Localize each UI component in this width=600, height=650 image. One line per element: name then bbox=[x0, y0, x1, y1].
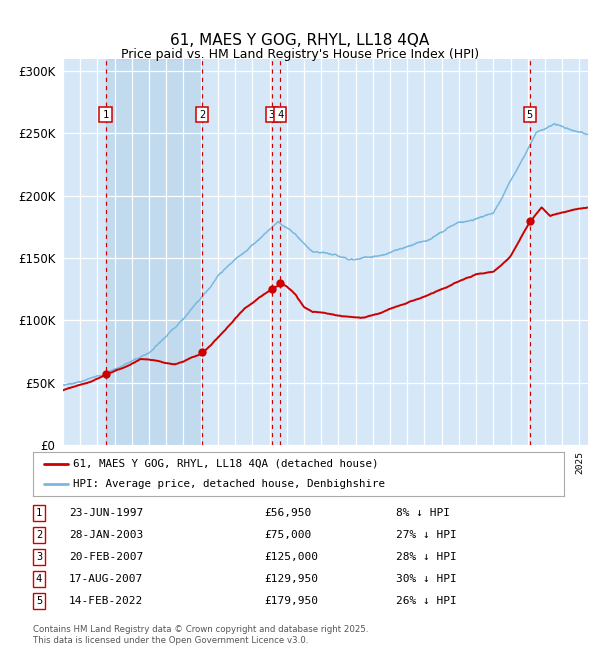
Text: 2: 2 bbox=[199, 110, 205, 120]
Text: £129,950: £129,950 bbox=[264, 574, 318, 584]
Text: 3: 3 bbox=[36, 552, 42, 562]
Text: £75,000: £75,000 bbox=[264, 530, 311, 540]
Text: 14-FEB-2022: 14-FEB-2022 bbox=[69, 596, 143, 606]
Text: 28% ↓ HPI: 28% ↓ HPI bbox=[396, 552, 457, 562]
Text: 17-AUG-2007: 17-AUG-2007 bbox=[69, 574, 143, 584]
Text: £125,000: £125,000 bbox=[264, 552, 318, 562]
Text: 26% ↓ HPI: 26% ↓ HPI bbox=[396, 596, 457, 606]
Text: 1: 1 bbox=[103, 110, 109, 120]
Text: 5: 5 bbox=[527, 110, 533, 120]
Text: £179,950: £179,950 bbox=[264, 596, 318, 606]
Text: Contains HM Land Registry data © Crown copyright and database right 2025.
This d: Contains HM Land Registry data © Crown c… bbox=[33, 625, 368, 645]
Text: £56,950: £56,950 bbox=[264, 508, 311, 518]
Text: 4: 4 bbox=[277, 110, 284, 120]
Text: 1: 1 bbox=[36, 508, 42, 518]
Text: 27% ↓ HPI: 27% ↓ HPI bbox=[396, 530, 457, 540]
Text: 61, MAES Y GOG, RHYL, LL18 4QA: 61, MAES Y GOG, RHYL, LL18 4QA bbox=[170, 32, 430, 48]
Text: 4: 4 bbox=[36, 574, 42, 584]
Text: 20-FEB-2007: 20-FEB-2007 bbox=[69, 552, 143, 562]
Text: 8% ↓ HPI: 8% ↓ HPI bbox=[396, 508, 450, 518]
Text: 23-JUN-1997: 23-JUN-1997 bbox=[69, 508, 143, 518]
Text: 5: 5 bbox=[36, 596, 42, 606]
Text: 3: 3 bbox=[269, 110, 275, 120]
Text: Price paid vs. HM Land Registry's House Price Index (HPI): Price paid vs. HM Land Registry's House … bbox=[121, 48, 479, 61]
Text: 2: 2 bbox=[36, 530, 42, 540]
Text: 30% ↓ HPI: 30% ↓ HPI bbox=[396, 574, 457, 584]
Text: 61, MAES Y GOG, RHYL, LL18 4QA (detached house): 61, MAES Y GOG, RHYL, LL18 4QA (detached… bbox=[73, 459, 379, 469]
Text: HPI: Average price, detached house, Denbighshire: HPI: Average price, detached house, Denb… bbox=[73, 479, 385, 489]
Bar bbox=[106, 58, 202, 445]
Text: 28-JAN-2003: 28-JAN-2003 bbox=[69, 530, 143, 540]
